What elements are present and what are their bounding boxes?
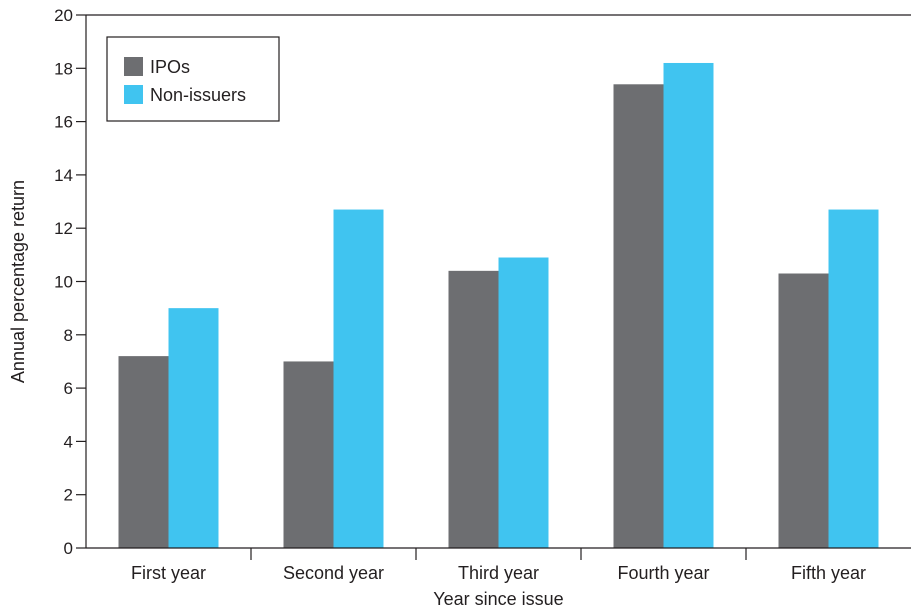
y-tick-label: 6 — [64, 379, 73, 398]
y-tick-label: 12 — [54, 219, 73, 238]
bar-non-issuers-4 — [663, 62, 714, 548]
y-axis-title: Annual percentage return — [8, 180, 28, 383]
bar-non-issuers-3 — [498, 257, 549, 548]
x-category-label: Fifth year — [791, 563, 866, 583]
legend-label: IPOs — [150, 57, 190, 77]
x-ticks-group: First year Second year Third year Fourth ye… — [131, 548, 866, 583]
bar-non-issuers-2 — [333, 209, 384, 549]
y-tick-label: 2 — [64, 486, 73, 505]
bar-ipos-4 — [613, 84, 664, 548]
legend: IPOs Non-issuers — [106, 36, 280, 122]
legend-swatch — [124, 85, 143, 104]
legend-box — [106, 36, 280, 122]
y-ticks-group: 0 2 4 6 8 10 12 14 16 18 20 — [54, 6, 86, 558]
bar-ipos-2 — [283, 361, 334, 548]
bar-ipos-5 — [778, 273, 829, 548]
x-axis-title: Year since issue — [433, 589, 563, 609]
y-tick-label: 0 — [64, 539, 73, 558]
bars-group — [118, 62, 879, 549]
bar-ipos-1 — [118, 356, 169, 548]
bar-ipos-3 — [448, 270, 499, 548]
legend-swatch — [124, 57, 143, 76]
legend-label: Non-issuers — [150, 85, 246, 105]
bar-non-issuers-5 — [828, 209, 879, 549]
x-category-label: Fourth year — [617, 563, 709, 583]
x-category-label: Second year — [283, 563, 384, 583]
bar-non-issuers-1 — [168, 308, 219, 548]
y-tick-label: 20 — [54, 6, 73, 25]
x-category-label: First year — [131, 563, 206, 583]
y-tick-label: 10 — [54, 273, 73, 292]
y-tick-label: 14 — [54, 166, 73, 185]
y-tick-label: 4 — [64, 432, 73, 451]
y-tick-label: 18 — [54, 59, 73, 78]
x-category-label: Third year — [458, 563, 539, 583]
y-tick-label: 8 — [64, 326, 73, 345]
y-tick-label: 16 — [54, 113, 73, 132]
